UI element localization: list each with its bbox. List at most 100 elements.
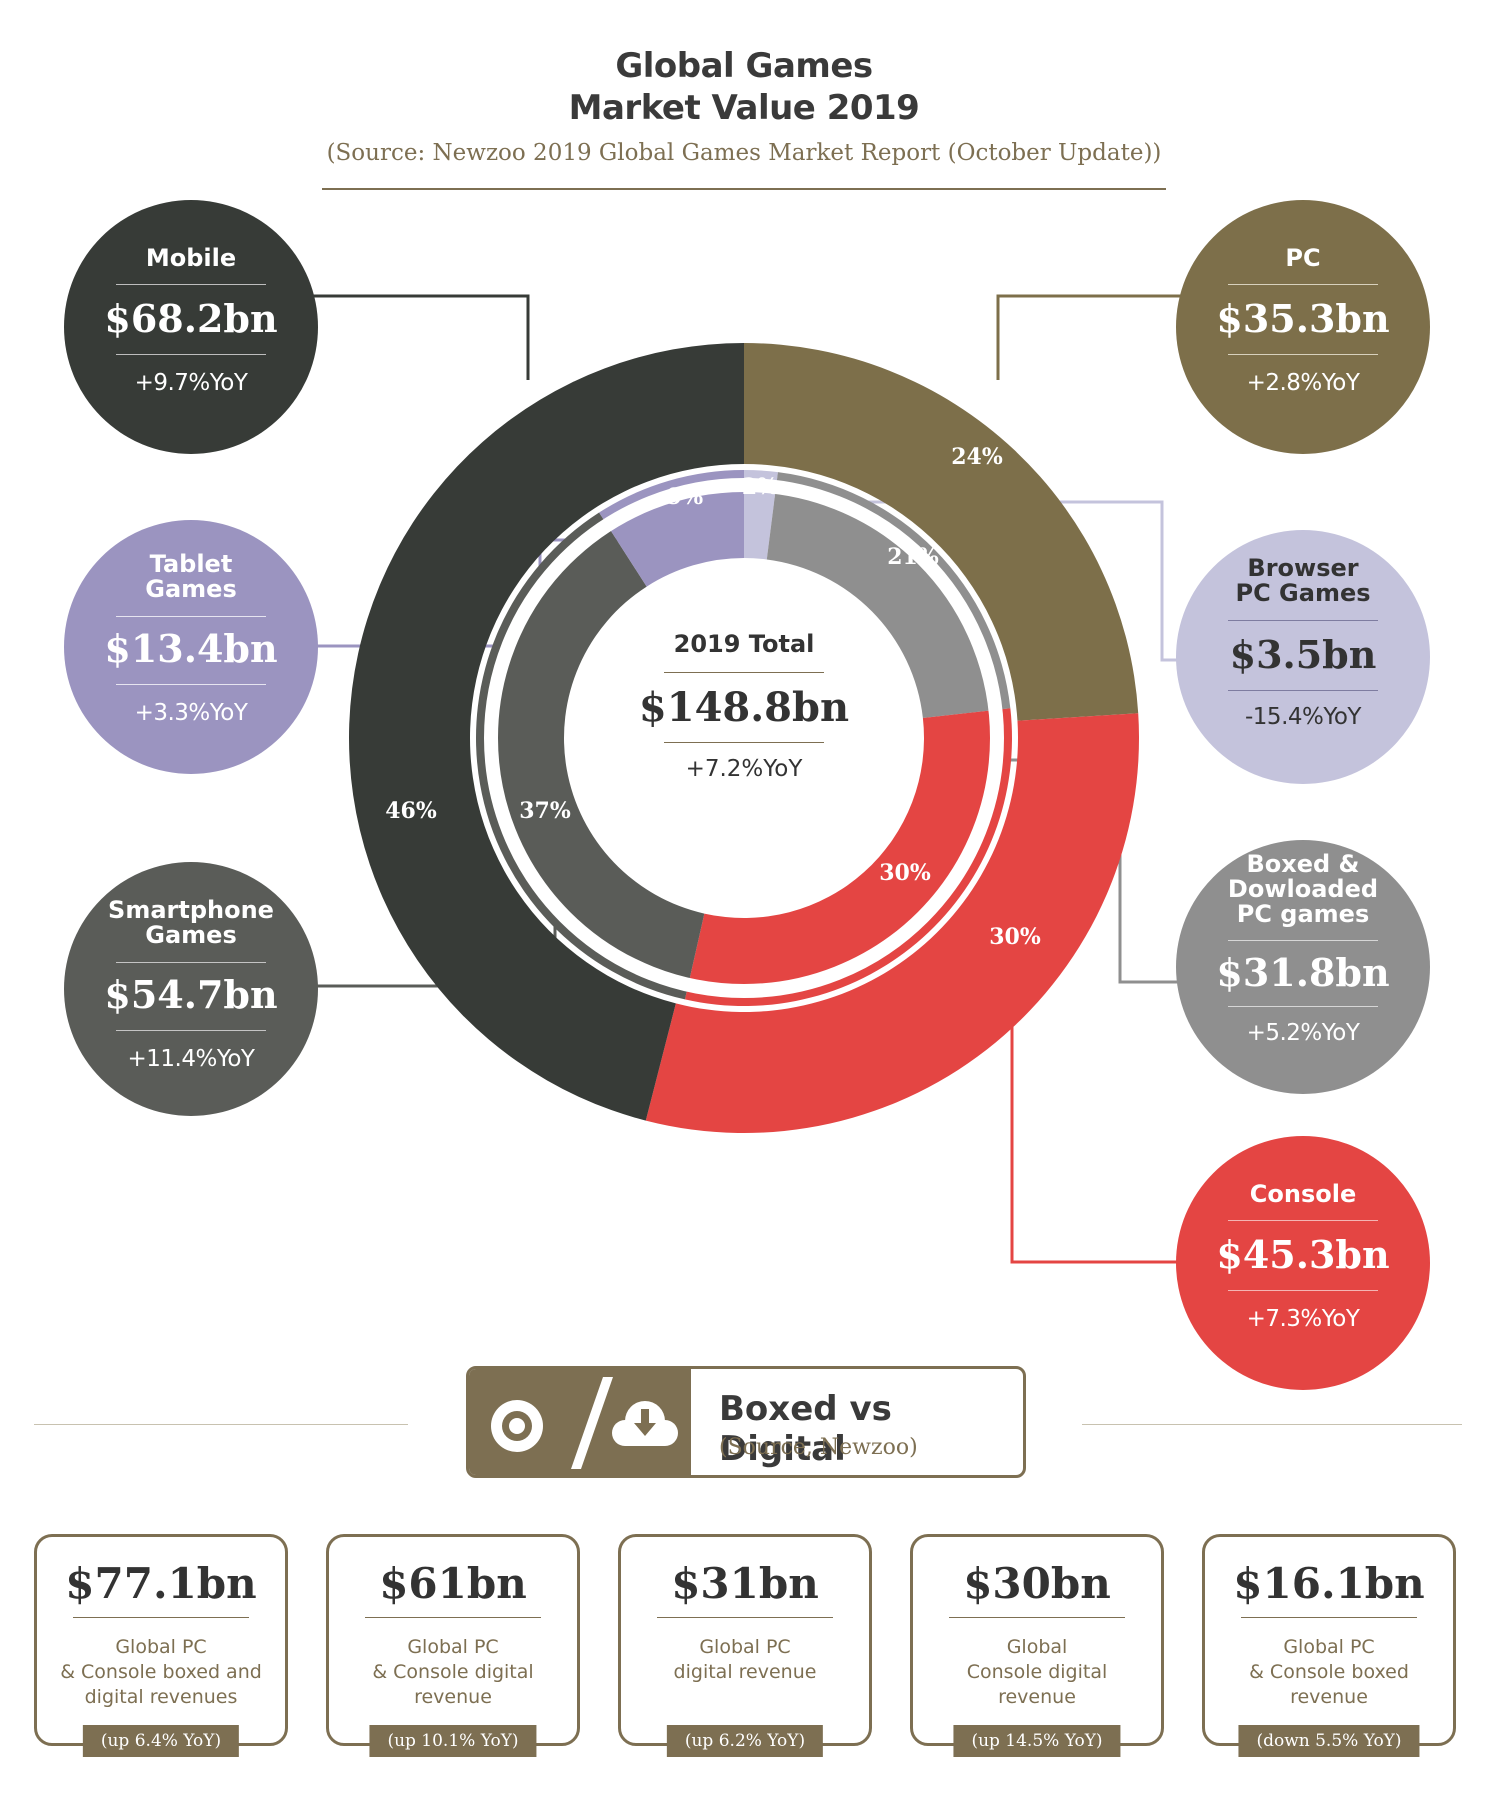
tablet-bubble: Tablet Games $13.4bn +3.3%YoY bbox=[64, 520, 318, 774]
smartphone-divider bbox=[116, 962, 266, 963]
inner-slice-boxed-dowloaded-pc-games bbox=[766, 472, 1011, 719]
stat-card-description: Global PC & Console boxed revenue bbox=[1215, 1635, 1443, 1710]
stat-card-yoy-tag: (down 5.5% YoY) bbox=[1238, 1725, 1420, 1757]
connector-pc bbox=[996, 294, 1182, 380]
browser-divider2 bbox=[1228, 690, 1378, 691]
stat-card-description: Global PC digital revenue bbox=[631, 1635, 859, 1685]
inner-slice-console bbox=[684, 708, 1012, 1006]
stat-card-value: $16.1bn bbox=[1233, 1559, 1425, 1608]
tablet-label-line1: Tablet bbox=[149, 550, 233, 578]
stat-card-value: $30bn bbox=[963, 1559, 1111, 1608]
stat-card: $77.1bn Global PC & Console boxed and di… bbox=[34, 1534, 288, 1757]
pc-bubble: PC $35.3bn +2.8%YoY bbox=[1176, 200, 1430, 454]
stat-card-divider bbox=[657, 1617, 833, 1618]
console-value: $45.3bn bbox=[1216, 1232, 1390, 1277]
connector-console bbox=[1010, 1005, 1182, 1264]
stat-card: $31bn Global PC digital revenue (up 6.2%… bbox=[618, 1534, 872, 1757]
browser-label-line1: Browser bbox=[1247, 554, 1359, 582]
inner-label-browser: 2% bbox=[741, 474, 779, 500]
stat-card-desc-line: Global PC bbox=[115, 1636, 207, 1658]
banner-rule-right bbox=[1082, 1424, 1462, 1425]
center-total-yoy: +7.2%YoY bbox=[685, 756, 803, 782]
console-divider2 bbox=[1228, 1290, 1378, 1291]
stat-card-yoy-tag: (up 10.1% YoY) bbox=[369, 1725, 537, 1757]
stat-card: $30bn Global Console digital revenue (up… bbox=[910, 1534, 1164, 1757]
tablet-value: $13.4bn bbox=[104, 626, 278, 671]
stat-card-desc-line: & Console boxed and bbox=[60, 1661, 262, 1683]
browser-bubble: Browser PC Games $3.5bn -15.4%YoY bbox=[1176, 530, 1430, 784]
outer-ring bbox=[348, 343, 1139, 1133]
outer-slice-console bbox=[645, 713, 1139, 1133]
stat-card-yoy-tag: (up 6.2% YoY) bbox=[666, 1725, 824, 1757]
ring-separator bbox=[484, 478, 1004, 998]
center-total-value: $148.8bn bbox=[638, 684, 850, 731]
inner-label-tablet: 9% bbox=[666, 484, 704, 510]
stat-card: $61bn Global PC & Console digital revenu… bbox=[326, 1534, 580, 1757]
cloud-download-icon bbox=[612, 1401, 678, 1446]
boxed-label-line1: Boxed & bbox=[1246, 850, 1360, 878]
pc-divider2 bbox=[1228, 354, 1378, 355]
header-divider bbox=[322, 188, 1166, 190]
stat-card-desc-line: revenue bbox=[414, 1686, 492, 1708]
stat-card-description: Global PC & Console digital revenue bbox=[339, 1635, 567, 1710]
stat-card-desc-line: Global PC bbox=[407, 1636, 499, 1658]
tablet-divider2 bbox=[116, 684, 266, 685]
tablet-yoy: +3.3%YoY bbox=[134, 700, 248, 726]
pc-divider bbox=[1228, 284, 1378, 285]
boxed-vs-digital-banner: Boxed vs Digital (Source, Newzoo) bbox=[466, 1366, 1026, 1478]
stat-card-desc-line: revenue bbox=[998, 1686, 1076, 1708]
stat-card: $16.1bn Global PC & Console boxed revenu… bbox=[1202, 1534, 1456, 1757]
mobile-divider2 bbox=[116, 354, 266, 355]
stat-card-value: $61bn bbox=[379, 1559, 527, 1608]
stat-card-desc-line: & Console boxed bbox=[1249, 1661, 1409, 1683]
smartphone-yoy: +11.4%YoY bbox=[127, 1046, 255, 1072]
page-title-line1: Global Games bbox=[615, 46, 873, 86]
donut-chart bbox=[310, 294, 1182, 1264]
mobile-label: Mobile bbox=[145, 244, 237, 272]
stat-card-divider bbox=[365, 1617, 541, 1618]
stat-card-description: Global Console digital revenue bbox=[923, 1635, 1151, 1710]
center-divider-top bbox=[664, 672, 824, 673]
smartphone-divider2 bbox=[116, 1030, 266, 1031]
banner-title: Boxed vs Digital bbox=[719, 1389, 892, 1469]
console-divider bbox=[1228, 1220, 1378, 1221]
inner-label-boxed: 21% bbox=[887, 544, 939, 570]
smartphone-label-line1: Smartphone bbox=[108, 896, 274, 924]
console-yoy: +7.3%YoY bbox=[1246, 1306, 1360, 1332]
pc-value: $35.3bn bbox=[1216, 296, 1390, 341]
disc-icon bbox=[491, 1400, 543, 1452]
smartphone-bubble: Smartphone Games $54.7bn +11.4%YoY bbox=[64, 862, 318, 1116]
stat-card-yoy-tag: (up 6.4% YoY) bbox=[82, 1725, 240, 1757]
browser-value: $3.5bn bbox=[1229, 632, 1377, 677]
boxed-label-line3: PC games bbox=[1236, 900, 1370, 928]
mobile-divider bbox=[116, 284, 266, 285]
boxed-bubble: Boxed & Dowloaded PC games $31.8bn +5.2%… bbox=[1176, 840, 1430, 1094]
outer-label-mobile: 46% bbox=[385, 798, 437, 824]
inner-label-smartphone: 37% bbox=[519, 798, 571, 824]
stat-card-value: $77.1bn bbox=[65, 1559, 257, 1608]
center-divider-bottom bbox=[664, 742, 824, 743]
stat-card-divider bbox=[73, 1617, 249, 1618]
mobile-value: $68.2bn bbox=[104, 296, 278, 341]
smartphone-label-line2: Games bbox=[145, 921, 237, 949]
connector-mobile bbox=[310, 294, 530, 380]
tablet-label-line2: Games bbox=[145, 575, 237, 603]
stat-card-divider bbox=[949, 1617, 1125, 1618]
inner-ring bbox=[476, 470, 1012, 1006]
outer-slice-pc bbox=[744, 343, 1139, 721]
stat-card-desc-line: Global bbox=[1006, 1636, 1068, 1658]
inner-label-console: 30% bbox=[879, 860, 931, 886]
stat-card-desc-line: Console digital bbox=[966, 1661, 1108, 1683]
outer-label-pc: 24% bbox=[951, 444, 1003, 470]
browser-yoy: -15.4%YoY bbox=[1245, 704, 1361, 730]
center-total-label: 2019 Total bbox=[673, 630, 815, 658]
stat-card-desc-line: Global PC bbox=[699, 1636, 791, 1658]
stat-card-desc-line: revenue bbox=[1290, 1686, 1368, 1708]
browser-divider bbox=[1228, 620, 1378, 621]
inner-slice-tablet-games bbox=[599, 470, 744, 587]
console-label: Console bbox=[1249, 1180, 1357, 1208]
slash-divider bbox=[571, 1377, 613, 1469]
page-source: (Source: Newzoo 2019 Global Games Market… bbox=[326, 140, 1162, 166]
page-title-line2: Market Value 2019 bbox=[568, 88, 920, 128]
outer-label-console: 30% bbox=[989, 924, 1041, 950]
